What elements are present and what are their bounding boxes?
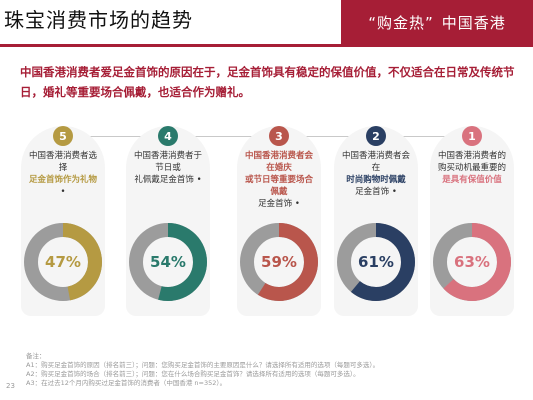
donut-value-arc — [240, 223, 318, 301]
card-description: 中国香港消费者于节日或礼佩戴足金首饰 • — [130, 150, 206, 186]
step-badge: 3 — [269, 126, 289, 146]
description-line: 或节日等重要场合佩戴 — [244, 175, 313, 197]
card-description: 中国香港消费者的 购买动机最重要的 是具有保值价值 — [434, 150, 510, 186]
donut-card-4: 4 中国香港消费者于节日或礼佩戴足金首饰 • 54% — [126, 126, 210, 322]
header-banner: “购金热” 中国香港 — [341, 0, 533, 44]
description-line: 中国香港消费者会在 — [341, 151, 410, 173]
description-line: 足金首饰作为礼物 — [28, 175, 97, 185]
donut-value-label: 59% — [261, 253, 297, 271]
footnote-a3: A3：在过去12个月内购买过足金首饰的消费者（中国香港 n=352）。 — [26, 379, 227, 387]
donut-value-label: 47% — [45, 253, 81, 271]
step-badge: 1 — [462, 126, 482, 146]
card-description: 中国香港消费者会在时尚购物时佩戴 足金首饰 • — [338, 150, 414, 198]
donut-value-arc — [129, 223, 207, 301]
donut-chart: 61% — [337, 223, 415, 301]
description-line: 中国香港消费者会在婚庆 — [244, 151, 313, 173]
description-line: 是具有保值价值 — [442, 175, 502, 185]
donut-card-5: 5 中国香港消费者选择足金首饰作为礼物 • 47% — [21, 126, 105, 322]
footnotes: 备注： A1：购买足金首饰的原因（排名前三）；问题：您购买足金首饰的主要原因是什… — [26, 352, 522, 388]
step-badge: 2 — [366, 126, 386, 146]
donut-value-arc — [24, 223, 102, 301]
donut-value-label: 63% — [454, 253, 490, 271]
donut-value-arc — [337, 223, 415, 301]
page-number: 23 — [6, 382, 15, 390]
banner-region: 中国香港 — [441, 13, 506, 32]
description-line: 足金首饰 • — [355, 187, 397, 197]
description-line: • — [60, 187, 66, 197]
step-badge: 5 — [53, 126, 73, 146]
description-line: 足金首饰 • — [258, 199, 300, 209]
description-line: 礼佩戴足金首饰 • — [134, 175, 202, 185]
footnote-a2: A2：购买足金首饰的场合（排名前三）；问题：您在什么场合购买足金首饰？请选择所有… — [26, 370, 360, 378]
donut-value-arc — [433, 223, 511, 301]
donut-card-1: 1 中国香港消费者的 购买动机最重要的 是具有保值价值 63% — [430, 126, 514, 322]
intro-paragraph: 中国香港消费者爱足金首饰的原因在于，足金首饰具有稳定的保值价值，不仅适合在日常及… — [20, 65, 515, 99]
donut-value-label: 54% — [150, 253, 186, 271]
description-line: 中国香港消费者的 — [437, 151, 506, 161]
card-description: 中国香港消费者会在婚庆 或节日等重要场合佩戴足金首饰 • — [241, 150, 317, 210]
card-description: 中国香港消费者选择足金首饰作为礼物 • — [25, 150, 101, 198]
banner-tagline: “购金热” — [368, 13, 434, 32]
page-title: 珠宝消费市场的趋势 — [4, 8, 193, 32]
donut-chart: 54% — [129, 223, 207, 301]
donut-chart: 63% — [433, 223, 511, 301]
step-badge: 4 — [158, 126, 178, 146]
description-line: 时尚购物时佩戴 — [346, 175, 406, 185]
donut-card-2: 2 中国香港消费者会在时尚购物时佩戴 足金首饰 • 61% — [334, 126, 418, 322]
description-line: 中国香港消费者于节日或 — [133, 151, 202, 173]
donut-chart: 47% — [24, 223, 102, 301]
description-line: 中国香港消费者选择 — [28, 151, 97, 173]
description-line: 购买动机最重要的 — [437, 163, 506, 173]
header-rule — [0, 44, 533, 47]
donut-chart: 59% — [240, 223, 318, 301]
donut-card-3: 3 中国香港消费者会在婚庆 或节日等重要场合佩戴足金首饰 • 59% — [237, 126, 321, 322]
footnote-title: 备注： — [26, 352, 46, 360]
donut-value-label: 61% — [358, 253, 394, 271]
footnote-a1: A1：购买足金首饰的原因（排名前三）；问题：您购买足金首饰的主要原因是什么？请选… — [26, 361, 380, 369]
